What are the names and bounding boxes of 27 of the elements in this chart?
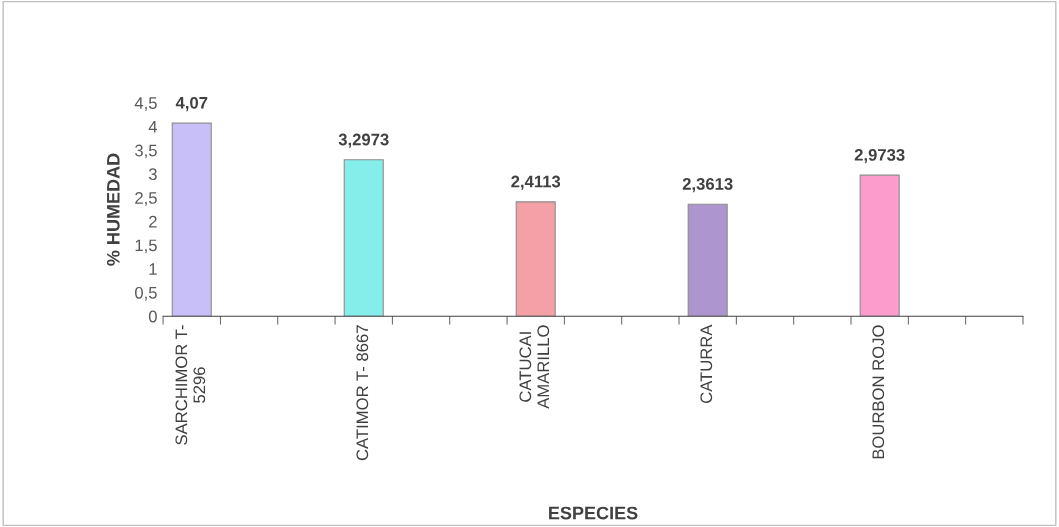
x-tick-label: CATURRA [700, 324, 713, 404]
data-label: 4,07 [175, 96, 208, 112]
data-label: 2,9733 [854, 148, 905, 164]
y-tick-label: 2,5 [135, 192, 157, 206]
y-tick-label: 3,5 [135, 144, 157, 159]
x-tick-label: SARCHIMOR T- 5296 [175, 325, 206, 445]
data-label: 2,3613 [682, 178, 733, 193]
data-label: 2,4113 [511, 175, 561, 190]
x-axis-title: ESPECIES [549, 506, 638, 520]
y-tick-label: 0,5 [135, 286, 157, 301]
x-tick-label: BOURBON ROJO [872, 325, 885, 459]
x-tick-label: CATUCAI AMARILLO [519, 325, 550, 409]
y-axis-title: % HUMEDAD [106, 153, 120, 266]
y-tick-label: 3 [148, 168, 157, 181]
y-tick-label: 4,5 [134, 97, 157, 111]
y-tick-label: 0 [148, 310, 157, 323]
x-tick-label: CATIMOR T- 8667 [356, 325, 369, 461]
y-tick-label: 4 [148, 121, 158, 133]
bar [515, 201, 556, 317]
bar [171, 122, 212, 317]
data-label: 3,2973 [338, 133, 389, 148]
bar [343, 159, 384, 317]
y-tick-label: 1 [149, 263, 157, 275]
y-tick-label: 2 [149, 215, 157, 228]
bar [687, 203, 728, 317]
bar [859, 174, 900, 317]
y-tick-label: 1,5 [135, 239, 157, 254]
